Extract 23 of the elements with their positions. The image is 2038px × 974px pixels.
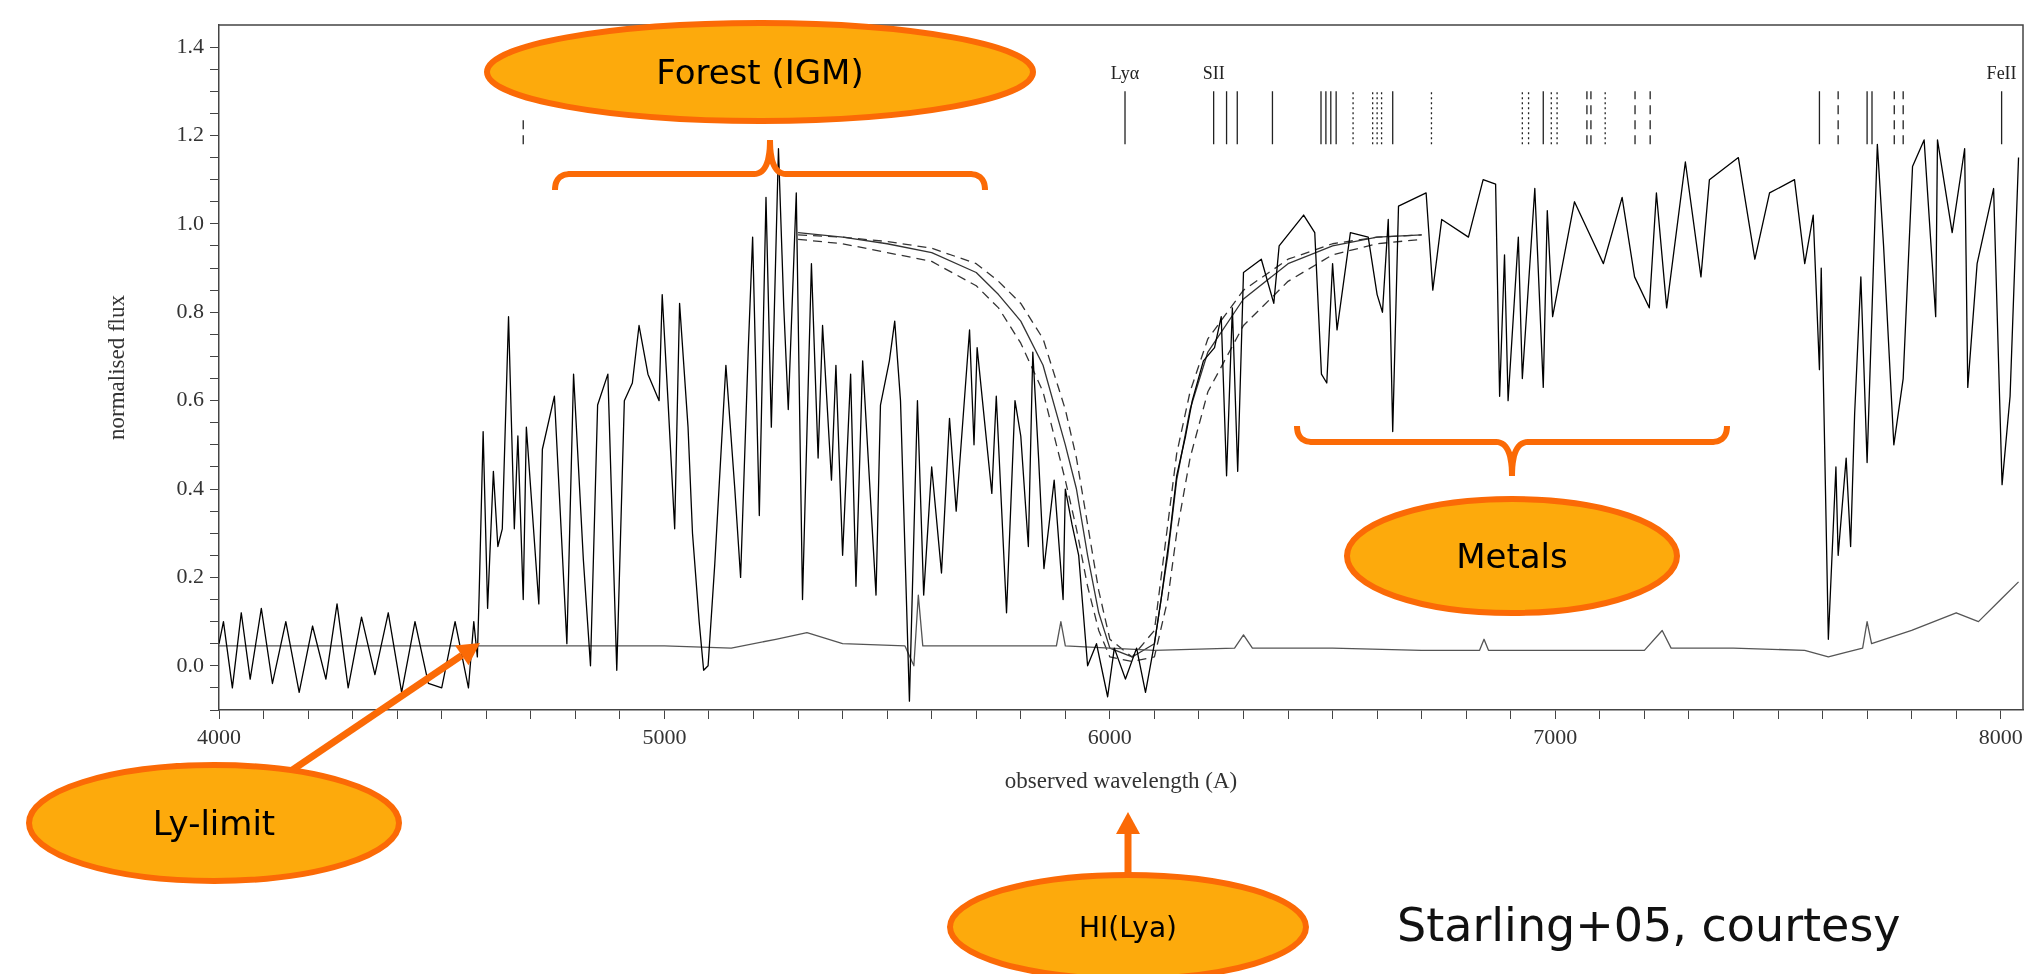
annotation: FeII bbox=[1986, 63, 2017, 84]
y-tick-label: 0.4 bbox=[176, 474, 204, 500]
x-tick-label: 7000 bbox=[1533, 723, 1578, 749]
annotation: SII bbox=[1202, 63, 1225, 84]
y-axis-title: normalised flux bbox=[103, 294, 129, 440]
x-tick-label: 8000 bbox=[1978, 723, 2023, 749]
text: Starling+05, courtesy bbox=[1397, 898, 1901, 952]
y-tick-label: 1.0 bbox=[176, 209, 204, 235]
annotation: Metals bbox=[1456, 536, 1568, 576]
text: Ly-limit bbox=[152, 803, 276, 843]
text: HI(Lya) bbox=[1079, 910, 1177, 944]
y-tick-label: 1.4 bbox=[176, 32, 204, 58]
y-tick-label: 0.2 bbox=[176, 563, 204, 589]
y-tick-label: 0.6 bbox=[176, 386, 204, 412]
x-tick-label: 4000 bbox=[197, 723, 241, 749]
x-tick-label: 5000 bbox=[642, 723, 687, 749]
y-tick-label: 0.8 bbox=[176, 298, 204, 324]
x-tick-label: 6000 bbox=[1087, 723, 1132, 749]
annotation: Lyα bbox=[1110, 63, 1140, 84]
x-axis-title: observed wavelength (A) bbox=[1004, 768, 1238, 794]
annotation: Forest (IGM) bbox=[656, 52, 864, 92]
y-tick-label: 0.0 bbox=[176, 651, 204, 677]
y-tick-label: 1.2 bbox=[176, 121, 204, 147]
